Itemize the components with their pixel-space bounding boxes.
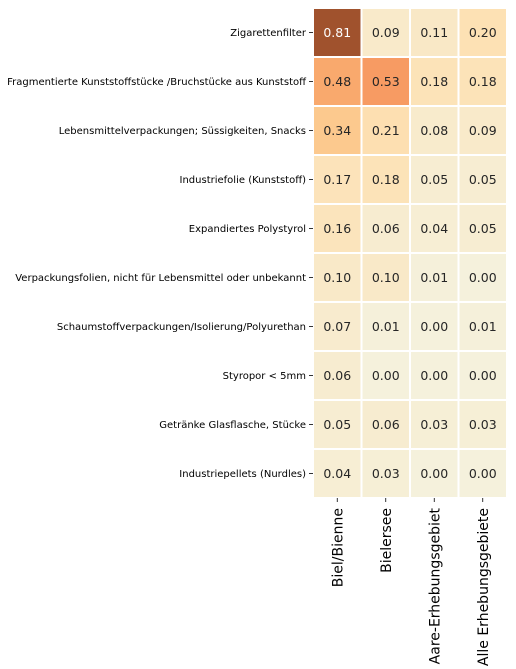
heatmap-cell: [457, 56, 508, 107]
cell-value-label: 0.06: [323, 368, 351, 383]
heatmap-cell: [360, 56, 411, 107]
cell-value-label: 0.04: [420, 221, 448, 236]
cell-value-label: 0.18: [372, 172, 400, 187]
heatmap-cells: 0.81 0.09 0.11 0.20 0.48 0.53 0.18 0.18 0.34 0.21…: [312, 7, 508, 499]
heatmap-cell: [360, 105, 411, 156]
column-labels: Biel/Bienne Bielersee Aare-Erhebungsgebiet…: [330, 498, 492, 666]
cell-value-label: 0.10: [372, 270, 400, 285]
row-tick-label: Fragmentierte Kunststoffstücke /Bruchstü…: [7, 77, 307, 88]
row-tick-label: Lebensmittelverpackungen; Süssigkeiten, …: [59, 126, 306, 137]
cell-value-label: 0.18: [420, 74, 448, 89]
cell-value-label: 0.06: [372, 221, 400, 236]
row-tick-label: Verpackungsfolien, nicht für Lebensmitte…: [15, 273, 306, 284]
heatmap-cell: [457, 105, 508, 156]
column-tick-label: Biel/Bienne: [330, 508, 346, 587]
heatmap-cell: [409, 252, 460, 303]
heatmap-cell: [409, 301, 460, 352]
heatmap-cell: [457, 154, 508, 205]
row-tick-label: Zigarettenfilter: [230, 28, 307, 39]
cell-value-label: 0.03: [420, 417, 448, 432]
heatmap-cell: [457, 7, 508, 58]
column-tick-label: Aare-Erhebungsgebiet: [427, 507, 443, 664]
cell-value-label: 0.08: [420, 123, 448, 138]
cell-value-label: 0.04: [323, 466, 351, 481]
cell-value-label: 0.03: [372, 466, 400, 481]
cell-value-label: 0.09: [372, 25, 400, 40]
heatmap-cell: [409, 203, 460, 254]
cell-value-label: 0.20: [469, 25, 497, 40]
row-tick-label: Expandiertes Polystyrol: [189, 224, 306, 235]
cell-value-label: 0.00: [420, 319, 448, 334]
cell-value-label: 0.17: [323, 172, 351, 187]
heatmap-cell: [409, 350, 460, 401]
cell-value-label: 0.18: [469, 74, 497, 89]
row-tick-label: Schaumstoffverpackungen/Isolierung/Polyu…: [57, 322, 306, 333]
cell-value-label: 0.06: [372, 417, 400, 432]
column-tick-label: Bielersee: [379, 508, 395, 573]
cell-value-label: 0.10: [323, 270, 351, 285]
row-labels: Zigarettenfilter Fragmentierte Kunststoff…: [7, 28, 313, 480]
cell-value-label: 0.81: [323, 25, 351, 40]
cell-value-label: 0.53: [372, 74, 400, 89]
cell-value-label: 0.00: [420, 368, 448, 383]
cell-value-label: 0.01: [469, 319, 497, 334]
cell-value-label: 0.00: [372, 368, 400, 383]
heatmap-cell: [312, 350, 363, 401]
cell-value-label: 0.07: [323, 319, 351, 334]
heatmap-cell: [312, 448, 363, 499]
cell-value-label: 0.00: [469, 466, 497, 481]
cell-value-label: 0.00: [469, 368, 497, 383]
cell-value-label: 0.00: [420, 466, 448, 481]
cell-value-label: 0.00: [469, 270, 497, 285]
cell-value-label: 0.05: [469, 172, 497, 187]
cell-value-label: 0.05: [469, 221, 497, 236]
column-tick-label: Alle Erhebungsgebiete: [476, 508, 492, 666]
cell-value-label: 0.11: [420, 25, 448, 40]
cell-value-label: 0.34: [323, 123, 351, 138]
cell-value-label: 0.01: [372, 319, 400, 334]
cell-value-label: 0.05: [420, 172, 448, 187]
heatmap-cell: [457, 252, 508, 303]
row-tick-label: Industriefolie (Kunststoff): [180, 175, 307, 186]
cell-value-label: 0.48: [323, 74, 351, 89]
heatmap-cell: [457, 399, 508, 450]
row-tick-label: Getränke Glasflasche, Stücke: [159, 420, 306, 431]
row-tick-label: Industriepellets (Nurdles): [179, 469, 306, 480]
heatmap-cell: [457, 203, 508, 254]
cell-value-label: 0.09: [469, 123, 497, 138]
heatmap-cell: [360, 154, 411, 205]
cell-value-label: 0.05: [323, 417, 351, 432]
cell-value-label: 0.21: [372, 123, 400, 138]
row-tick-label: Styropor < 5mm: [223, 371, 306, 382]
cell-value-label: 0.16: [323, 221, 351, 236]
heatmap-cell: [360, 252, 411, 303]
cell-value-label: 0.03: [469, 417, 497, 432]
cell-value-label: 0.01: [420, 270, 448, 285]
